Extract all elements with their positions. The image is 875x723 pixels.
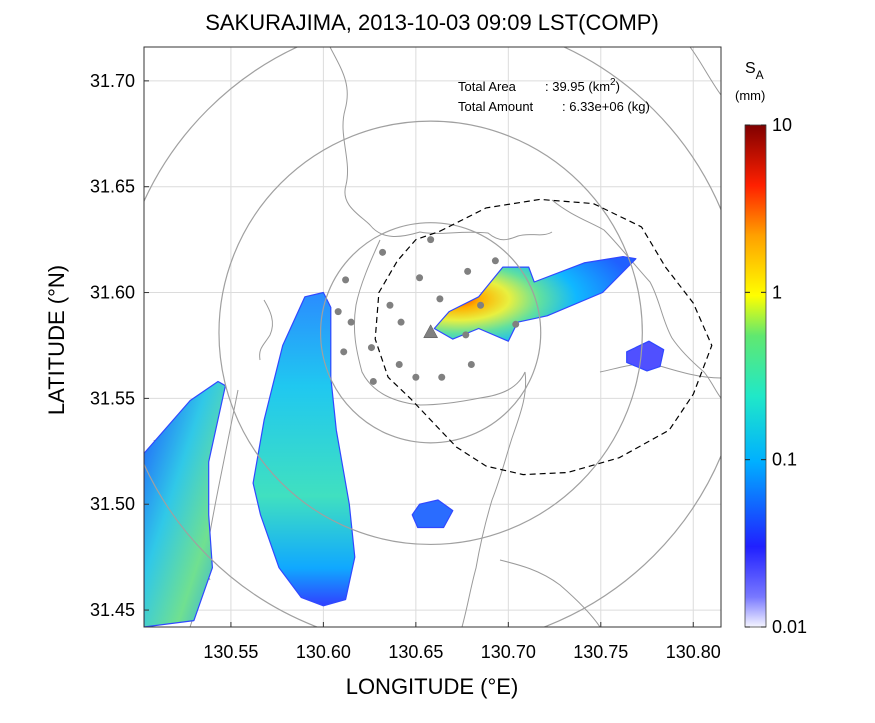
y-axis-ticks: 31.45 31.50 31.55 31.60 31.65 31.70 (90, 71, 149, 620)
range-rings (144, 47, 721, 627)
colorbar-tick-label: 1 (772, 282, 782, 302)
station-point (467, 361, 475, 369)
station-point (395, 361, 403, 369)
ash-region-south-west-corner (144, 380, 226, 627)
colorbar-tick-label: 0.1 (772, 450, 797, 470)
station-point (412, 373, 420, 381)
station-point (342, 276, 350, 284)
station-point (386, 301, 394, 309)
totals-annotation: Total Area : 39.95 (km2) Total Amount : … (458, 77, 650, 114)
station-point (477, 301, 485, 309)
ash-region-south-patch (411, 499, 454, 529)
y-tick-label: 31.55 (90, 388, 135, 408)
station-point (347, 318, 355, 326)
station-point (436, 295, 444, 303)
range-ring (218, 120, 643, 546)
total-amount-label: Total Amount (458, 99, 534, 114)
y-tick-label: 31.45 (90, 600, 135, 620)
x-tick-label: 130.65 (388, 642, 443, 662)
x-tick-label: 130.80 (666, 642, 721, 662)
y-axis-label: LATITUDE (°N) (44, 265, 69, 415)
x-tick-label: 130.60 (296, 642, 351, 662)
stations (334, 236, 520, 385)
station-point (367, 344, 375, 352)
x-tick-label: 130.75 (573, 642, 628, 662)
total-amount-value: : 6.33e+06 (kg) (562, 99, 650, 114)
y-tick-label: 31.60 (90, 283, 135, 303)
x-tick-label: 130.70 (481, 642, 536, 662)
colorbar-gradient (744, 124, 767, 628)
plot-frame (143, 46, 722, 628)
y-tick-label: 31.50 (90, 494, 135, 514)
chart-title: SAKURAJIMA, 2013-10-03 09:09 LST(COMP) (205, 10, 659, 35)
colorbar-tick-label: 0.01 (772, 617, 807, 637)
ash-region-south-west-band (252, 291, 356, 607)
y-tick-label: 31.65 (90, 177, 135, 197)
x-axis-label: LONGITUDE (°E) (346, 674, 519, 699)
x-tick-label: 130.55 (203, 642, 258, 662)
total-area-label: Total Area (458, 79, 517, 94)
range-ring (319, 222, 542, 444)
colorbar: SA (mm) 0.01 0.1 1 10 (735, 60, 807, 637)
station-point (379, 248, 387, 256)
x-axis-ticks: 130.55 130.60 130.65 130.70 130.75 130.80 (203, 622, 721, 662)
station-point (427, 236, 435, 244)
station-point (416, 274, 424, 282)
colorbar-ticks: 0.01 0.1 1 10 (745, 115, 807, 637)
station-point (369, 377, 377, 385)
total-area-value: : 39.95 (km2) (545, 77, 620, 94)
colorbar-unit: (mm) (735, 88, 765, 103)
colorbar-title: SA (745, 60, 764, 82)
ash-region-east-patch (626, 340, 665, 372)
y-tick-label: 31.70 (90, 71, 135, 91)
station-point (334, 308, 342, 316)
station-point (462, 331, 470, 339)
station-point (464, 267, 472, 275)
vent-marker (423, 324, 439, 339)
station-point (340, 348, 348, 356)
colorbar-tick-label: 10 (772, 115, 792, 135)
station-point (438, 373, 446, 381)
station-point (491, 257, 499, 265)
station-point (512, 320, 520, 328)
station-point (397, 318, 405, 326)
dashed-boundary (374, 198, 713, 476)
